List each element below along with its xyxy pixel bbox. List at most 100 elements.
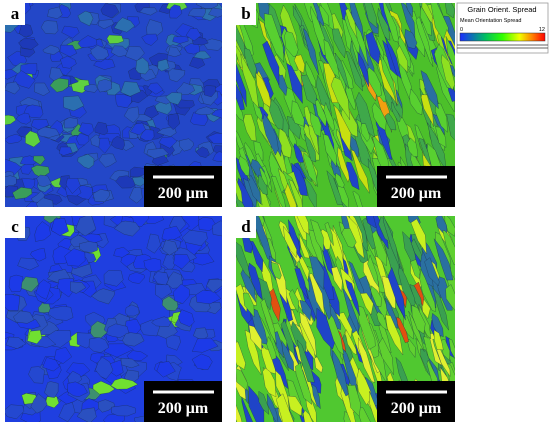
grain (309, 256, 325, 290)
grain (420, 94, 434, 127)
grain (421, 3, 433, 24)
legend-subtitle: Mean Orientation Spread (460, 18, 521, 24)
grain (5, 133, 22, 144)
grain (420, 70, 439, 110)
grain (384, 112, 397, 131)
grain (314, 99, 328, 128)
grain (179, 138, 195, 152)
grain (20, 63, 38, 75)
grain (367, 66, 382, 98)
grain (100, 3, 120, 19)
grain (408, 310, 425, 352)
grain (286, 62, 303, 105)
grain (236, 179, 243, 203)
grain (17, 257, 39, 271)
grain (378, 337, 394, 376)
grain (266, 393, 279, 422)
grain (176, 82, 196, 96)
grain (145, 216, 165, 225)
grain (95, 356, 114, 380)
grain (26, 329, 43, 345)
grain (294, 268, 309, 300)
grain (147, 82, 164, 95)
grain (42, 357, 60, 372)
grain (387, 266, 406, 321)
grain (36, 126, 60, 138)
grain (165, 92, 182, 105)
ebsd-map: c 200 μm (5, 216, 222, 422)
grain (298, 233, 310, 259)
panel-label: d (241, 217, 251, 236)
grain (35, 197, 54, 207)
grain (345, 279, 360, 316)
grain (308, 273, 325, 316)
grain (5, 114, 17, 126)
grain (58, 146, 73, 156)
grain (409, 88, 423, 116)
grain (385, 297, 399, 329)
grain (212, 151, 222, 162)
grain (357, 337, 376, 383)
grain (28, 366, 45, 384)
grain (302, 27, 320, 76)
grain (240, 53, 260, 109)
grain (191, 337, 219, 353)
grain (331, 28, 346, 59)
grain (295, 362, 313, 405)
grain (424, 257, 440, 287)
grain (322, 133, 337, 168)
grain (185, 28, 202, 42)
grain (410, 218, 427, 255)
grain (354, 22, 369, 66)
grain (406, 137, 419, 158)
grain (236, 404, 243, 422)
grain (242, 292, 255, 318)
grain (314, 356, 323, 374)
ebsd-map: a 200 μm (5, 3, 222, 207)
grain (193, 50, 212, 60)
grain (8, 274, 24, 293)
grain (169, 4, 183, 19)
grain (258, 390, 270, 415)
grain (299, 311, 317, 357)
grain (360, 292, 374, 316)
grain (360, 123, 370, 142)
grain (302, 409, 313, 422)
grain (167, 46, 182, 58)
grain (65, 177, 81, 194)
grain (247, 262, 263, 300)
grain (444, 216, 455, 237)
scale-bar-box (377, 381, 455, 422)
grain (64, 248, 86, 267)
grain (288, 289, 300, 313)
grain (96, 78, 113, 93)
grain (241, 397, 253, 422)
grain (44, 381, 59, 398)
grain (143, 258, 162, 272)
grain (143, 105, 159, 119)
grain (110, 135, 125, 151)
grain (323, 101, 336, 132)
grain (194, 106, 216, 116)
grain (379, 53, 398, 107)
grain (88, 337, 110, 353)
grain (365, 31, 381, 65)
grain (123, 106, 140, 124)
grain (236, 341, 246, 370)
grain (345, 84, 356, 110)
grain (139, 7, 158, 16)
grain (398, 263, 416, 307)
grain (404, 28, 418, 50)
grain (113, 220, 141, 237)
panel-label: c (11, 217, 19, 236)
grain (238, 155, 250, 177)
grain (25, 130, 41, 148)
scale-bar-label: 200 μm (158, 400, 209, 417)
grain (288, 219, 302, 260)
grain (264, 13, 285, 63)
grain (77, 35, 98, 48)
grain (357, 51, 369, 87)
grain (247, 174, 261, 205)
grain (110, 45, 131, 58)
grain (431, 312, 444, 338)
